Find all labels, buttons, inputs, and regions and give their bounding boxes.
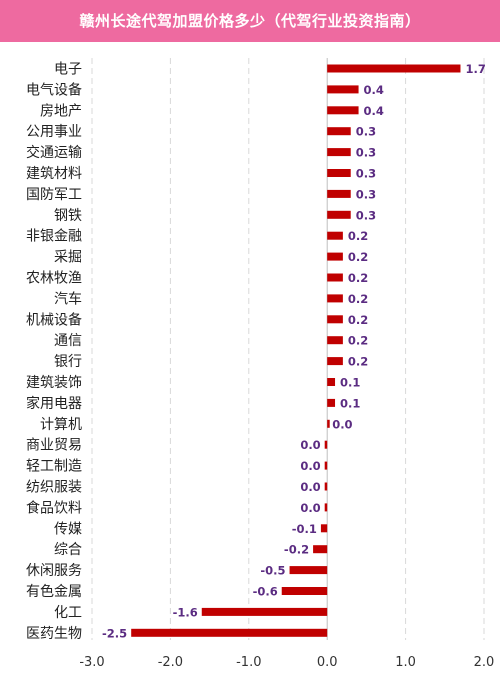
data-label: 0.4 <box>364 104 384 118</box>
data-label: 0.2 <box>348 229 368 243</box>
bar <box>327 231 343 240</box>
bar <box>327 252 343 261</box>
bar <box>327 127 351 136</box>
category-label: 食品饮料 <box>26 499 82 516</box>
bar <box>327 357 343 366</box>
category-label: 化工 <box>54 605 82 621</box>
title-banner: 赣州长途代驾加盟价格多少（代驾行业投资指南） <box>0 0 500 42</box>
data-label: -1.6 <box>173 605 198 619</box>
category-label: 国防军工 <box>26 187 82 203</box>
data-label: -0.5 <box>260 564 285 578</box>
data-label: 0.2 <box>348 250 368 264</box>
category-label: 商业贸易 <box>26 438 82 454</box>
category-label: 农林牧渔 <box>26 271 82 287</box>
category-label: 纺织服装 <box>26 480 82 496</box>
category-label: 房地产 <box>40 103 82 119</box>
bar <box>327 294 343 303</box>
bar <box>324 503 328 512</box>
category-labels: 电子电气设备房地产公用事业交通运输建筑材料国防军工钢铁非银金融采掘农林牧渔汽车机… <box>26 62 82 642</box>
category-label: 医药生物 <box>26 626 82 642</box>
category-label: 轻工制造 <box>26 459 82 475</box>
category-label: 电气设备 <box>26 81 82 98</box>
category-label: 钢铁 <box>54 208 82 224</box>
x-tick-label: 1.0 <box>395 655 416 670</box>
data-label: 0.3 <box>356 146 376 160</box>
grid-lines <box>91 58 485 640</box>
bar <box>320 524 328 533</box>
data-label: -2.5 <box>102 626 127 640</box>
bar <box>327 169 351 177</box>
bar <box>327 273 343 282</box>
bars <box>131 64 461 637</box>
category-label: 家用电器 <box>26 395 82 412</box>
category-label: 建筑装饰 <box>26 375 82 391</box>
x-tick-label: -1.0 <box>236 655 261 670</box>
category-label: 建筑材料 <box>26 166 82 182</box>
bar <box>313 545 328 554</box>
data-label: 0.4 <box>364 83 384 97</box>
page-title: 赣州长途代驾加盟价格多少（代驾行业投资指南） <box>79 12 421 30</box>
bar <box>327 85 359 94</box>
bar <box>324 440 328 449</box>
category-label: 休闲服务 <box>26 563 82 579</box>
data-label: 0.2 <box>348 271 368 285</box>
data-label: 0.2 <box>348 292 368 306</box>
x-tick-label: -3.0 <box>79 655 104 670</box>
x-tick-label: -2.0 <box>158 655 183 670</box>
data-label: -0.6 <box>253 585 278 599</box>
bar <box>327 64 461 73</box>
data-label: 1.7 <box>465 62 485 76</box>
bar <box>289 566 328 575</box>
category-label: 采掘 <box>54 250 82 266</box>
data-label: 0.2 <box>348 334 368 348</box>
category-label: 银行 <box>54 354 82 370</box>
bar <box>327 419 330 428</box>
data-label: 0.3 <box>356 167 376 181</box>
data-label: 0.1 <box>340 376 360 390</box>
bar <box>131 628 328 637</box>
data-label: 0.0 <box>300 480 320 494</box>
category-label: 计算机 <box>40 417 82 433</box>
category-label: 机械设备 <box>26 311 82 328</box>
data-label: 0.2 <box>348 355 368 369</box>
category-label: 交通运输 <box>26 144 82 161</box>
category-label: 非银金融 <box>26 229 82 245</box>
data-label: 0.2 <box>348 313 368 327</box>
x-axis-ticks: -3.0 -2.0 -1.0 0.0 1.0 2.0 <box>79 655 494 670</box>
bar <box>324 461 328 470</box>
bar <box>327 378 336 386</box>
data-label: 0.0 <box>300 459 320 473</box>
x-tick-label: 0.0 <box>317 655 338 670</box>
bar <box>327 148 351 157</box>
data-label: 0.3 <box>356 187 376 201</box>
data-label: 0.1 <box>340 396 360 410</box>
value-labels: 1.7 0.4 0.4 0.3 0.3 0.3 0.3 0.3 0.2 0.2 0.2 0.2 0.2 0… <box>102 62 486 640</box>
bar <box>324 482 328 491</box>
category-label: 电子 <box>54 62 82 78</box>
x-tick-label: 2.0 <box>474 655 495 670</box>
category-label: 公用事业 <box>26 124 82 140</box>
data-label: -0.2 <box>284 543 309 557</box>
bar <box>327 398 336 407</box>
bar <box>327 336 343 345</box>
category-label: 通信 <box>54 333 82 349</box>
data-label: 0.0 <box>300 501 320 515</box>
data-label: 0.0 <box>300 438 320 452</box>
category-label: 有色金属 <box>26 583 82 600</box>
data-label: 0.3 <box>356 208 376 222</box>
category-label: 汽车 <box>54 290 82 307</box>
bar <box>281 587 328 595</box>
category-label: 综合 <box>54 542 82 558</box>
category-label: 传媒 <box>54 521 82 537</box>
data-label: -0.1 <box>292 522 317 536</box>
bar <box>327 315 343 324</box>
bar <box>327 210 351 219</box>
data-label: 0.0 <box>332 417 352 431</box>
bar <box>201 607 328 616</box>
bar <box>327 106 359 115</box>
data-label: 0.3 <box>356 125 376 139</box>
bar <box>327 189 351 198</box>
